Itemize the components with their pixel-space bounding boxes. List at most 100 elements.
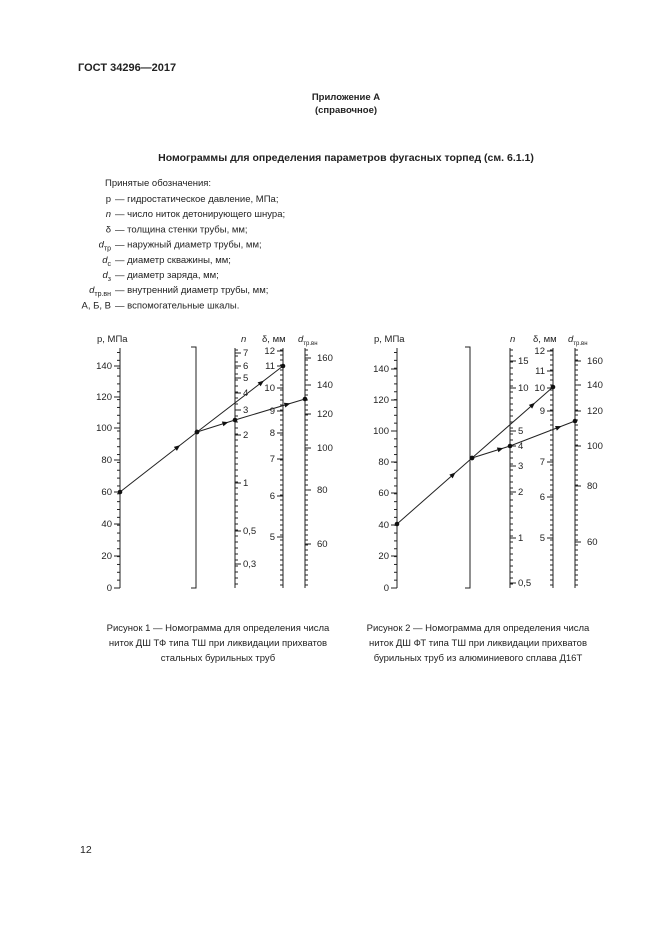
- d-tick-label: 160: [317, 353, 333, 364]
- n-tick-label: 10: [518, 383, 529, 394]
- delta-tick-label: 11: [535, 366, 545, 377]
- legend-text: — наружный диаметр трубы, мм;: [115, 240, 262, 251]
- arrow: [528, 402, 536, 409]
- d-tick-label: 100: [317, 443, 333, 454]
- n-tick-label: 5: [243, 373, 248, 384]
- n-tick-label: 1: [243, 478, 248, 489]
- symbol: А, Б, В: [82, 300, 111, 311]
- d-tick-label: 160: [587, 356, 603, 367]
- n-tick-label: 0,3: [243, 559, 256, 570]
- key-line: [396, 386, 554, 525]
- key-point: [117, 489, 123, 495]
- p-tick-label: 120: [96, 392, 112, 403]
- n-tick-label: 2: [243, 430, 248, 441]
- legend-symbol: dтр: [99, 240, 112, 253]
- legend-symbol: А, Б, В: [82, 300, 111, 311]
- n-tick-label: 3: [518, 461, 523, 472]
- n-tick-label: 2: [518, 487, 523, 498]
- delta-tick-label: 9: [270, 406, 275, 417]
- delta-label: δ, мм: [533, 334, 557, 345]
- d-tick-label: 100: [587, 441, 603, 452]
- caption: ниток ДШ ФТ типа ТШ при ликвидации прихв…: [369, 638, 587, 649]
- d-tick-label: 120: [317, 409, 333, 420]
- delta-tick-label: 5: [540, 533, 545, 544]
- title: Номограммы для определения параметров фу…: [158, 152, 534, 164]
- delta-tick-label: 6: [270, 491, 275, 502]
- symbol: d: [89, 285, 95, 296]
- legend-text: — вспомогательные шкалы.: [115, 300, 239, 311]
- arrow: [173, 445, 181, 451]
- d-tick-label: 60: [317, 539, 328, 550]
- n-tick-label: 1: [518, 533, 523, 544]
- p-tick-label: 80: [378, 457, 389, 468]
- appendix-subtitle: (справочное): [315, 105, 377, 116]
- key-point: [572, 418, 578, 424]
- n-tick-label: 5: [518, 426, 523, 437]
- symbol-sub: з: [108, 276, 111, 283]
- delta-label: δ, мм: [262, 334, 286, 345]
- delta-tick-label: 12: [534, 346, 545, 357]
- d-label: dтр.вн: [298, 334, 318, 347]
- symbol: δ: [106, 224, 111, 235]
- p-label: р, МПа: [97, 334, 128, 345]
- n-tick-label: 6: [243, 361, 248, 372]
- p-tick-label: 40: [378, 520, 389, 531]
- d-tick-label: 140: [587, 380, 603, 391]
- delta-tick-label: 7: [270, 454, 275, 465]
- symbol: р: [106, 194, 111, 205]
- d-symbol: d: [568, 334, 574, 345]
- key-point: [232, 417, 238, 423]
- aux-scale: [191, 346, 197, 589]
- p-tick-label: 0: [384, 583, 389, 594]
- legend-text: — диаметр заряда, мм;: [115, 270, 219, 281]
- key-point: [550, 384, 556, 390]
- page-number: 12: [80, 844, 92, 856]
- legend-symbol: n: [106, 209, 111, 220]
- p-tick-label: 100: [373, 426, 389, 437]
- p-tick-label: 20: [101, 551, 112, 562]
- legend-symbol: dс: [102, 255, 111, 268]
- p-tick-label: 60: [101, 487, 112, 498]
- caption: Рисунок 1 — Номограмма для определения ч…: [107, 623, 330, 634]
- legend-text: — толщина стенки трубы, мм;: [115, 224, 248, 235]
- delta-tick-label: 8: [270, 428, 275, 439]
- symbol-sub: тр.вн: [94, 291, 111, 298]
- caption: бурильных труб из алюминиевого сплава Д1…: [374, 653, 583, 664]
- delta-tick-label: 9: [540, 406, 545, 417]
- legend-symbol: р: [106, 194, 111, 205]
- legend-text: — диаметр скважины, мм;: [115, 255, 231, 266]
- p-tick-label: 20: [378, 551, 389, 562]
- d-sub: тр.вн: [573, 341, 587, 347]
- key-point: [507, 443, 513, 449]
- delta-tick-label: 11: [265, 361, 275, 372]
- d-label: dтр.вн: [568, 334, 588, 347]
- p-tick-label: 0: [107, 583, 112, 594]
- symbol: d: [102, 255, 108, 266]
- d-tick-label: 80: [587, 481, 598, 492]
- p-tick-label: 60: [378, 488, 389, 499]
- n-tick-label: 3: [243, 405, 248, 416]
- legend-text: — гидростатическое давление, МПа;: [115, 194, 278, 205]
- delta-tick-label: 10: [534, 383, 545, 394]
- d-tick-label: 60: [587, 537, 598, 548]
- symbol: n: [106, 209, 111, 220]
- key-point: [194, 429, 200, 435]
- n-label: n: [241, 334, 246, 345]
- n-tick-label: 7: [243, 348, 248, 359]
- p-tick-label: 100: [96, 423, 112, 434]
- key-point: [280, 363, 286, 369]
- d-tick-label: 120: [587, 406, 603, 417]
- p-tick-label: 140: [96, 361, 112, 372]
- legend-symbol: δ: [106, 224, 111, 235]
- p-label: р, МПа: [374, 334, 405, 345]
- arrow: [496, 447, 504, 453]
- arrow: [221, 421, 229, 427]
- delta-tick-label: 5: [270, 532, 275, 543]
- n-label: n: [510, 334, 515, 345]
- appendix-title: Приложение А: [312, 92, 380, 103]
- aux-scale: [465, 346, 471, 589]
- key-point: [469, 455, 475, 461]
- legend-symbol: dтр.вн: [89, 285, 111, 298]
